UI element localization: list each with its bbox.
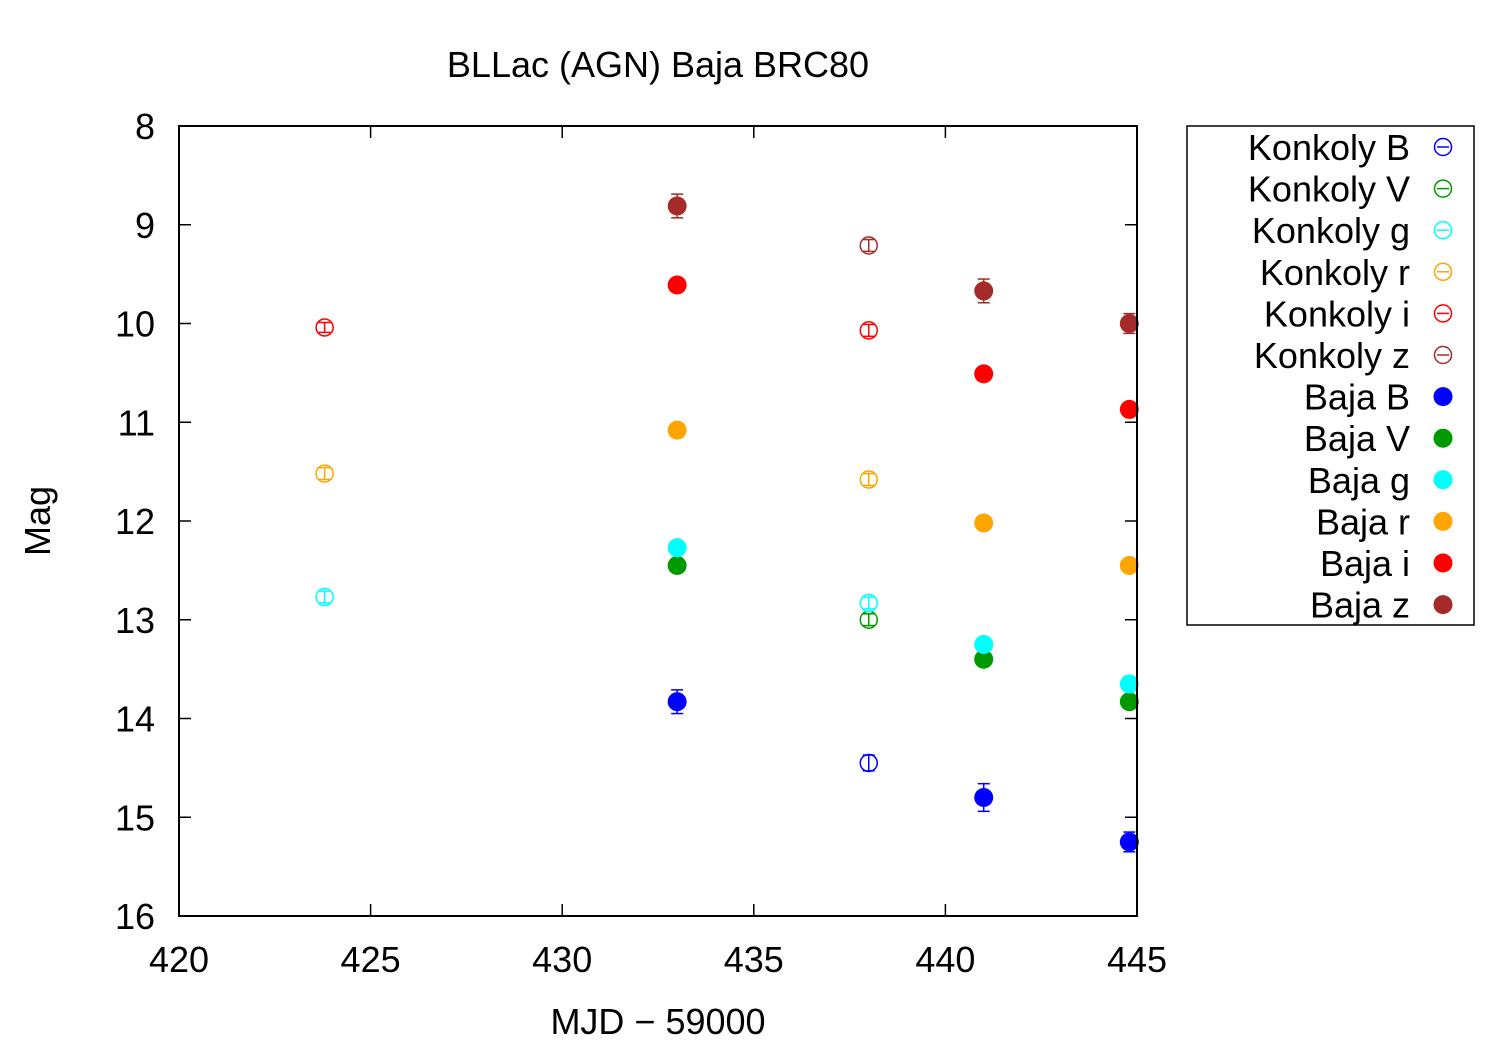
series-konkoly-b: [859, 753, 879, 773]
legend-marker: [1433, 387, 1453, 407]
data-point: [315, 464, 334, 483]
legend-marker: [1433, 304, 1453, 323]
legend-marker: [1433, 137, 1453, 157]
legend-marker: [1433, 345, 1453, 365]
y-tick-label: 8: [135, 106, 155, 147]
series-konkoly-v: [859, 610, 879, 629]
data-point: [974, 649, 994, 669]
y-tick-label: 12: [115, 501, 155, 542]
y-tick-label: 11: [118, 402, 155, 443]
data-point: [667, 420, 687, 440]
x-tick-label: 440: [915, 939, 975, 980]
series-konkoly-r: [315, 464, 879, 489]
data-point: [667, 275, 687, 295]
data-point: [667, 538, 687, 558]
y-tick-label: 15: [115, 797, 155, 838]
legend-label: Konkoly i: [1264, 293, 1410, 334]
legend-marker: [1433, 220, 1453, 240]
data-point: [1119, 692, 1139, 712]
series-baja-r: [667, 420, 1139, 575]
data-point: [859, 321, 879, 340]
legend-label: Baja V: [1304, 418, 1410, 459]
axis-ticks: 420 425 430 435 440 445 8 9 10 11 12 13 14 15 16: [115, 106, 1167, 980]
legend-marker: [1433, 179, 1453, 198]
series-konkoly-g: [315, 587, 879, 613]
legend-label: Baja r: [1316, 501, 1410, 542]
chart-title: BLLac (AGN) Baja BRC80: [447, 44, 869, 85]
data-point: [667, 196, 687, 216]
y-tick-label: 14: [115, 699, 155, 740]
plot-frame: [178, 125, 1138, 917]
data-point: [667, 692, 687, 712]
data-points: [315, 193, 1139, 853]
data-point: [667, 555, 687, 575]
series-baja-v: [667, 555, 1139, 712]
x-tick-label: 425: [341, 939, 401, 980]
y-axis-label: Mag: [17, 486, 58, 556]
legend-label: Konkoly r: [1260, 252, 1410, 293]
data-point: [1119, 399, 1139, 419]
legend-marker: [1433, 262, 1453, 282]
data-point: [859, 753, 879, 773]
legend-label: Konkoly g: [1252, 210, 1410, 251]
series-konkoly-i: [315, 318, 879, 340]
data-point: [859, 593, 879, 613]
legend-marker: [1433, 470, 1453, 490]
x-tick-label: 420: [149, 939, 209, 980]
y-tick-label: 13: [115, 600, 155, 641]
legend-marker: [1433, 428, 1453, 448]
legend-marker: [1433, 553, 1453, 573]
legend-label: Baja z: [1310, 585, 1410, 626]
legend-label: Baja B: [1304, 377, 1410, 418]
legend-label: Baja i: [1320, 543, 1410, 584]
data-point: [859, 470, 879, 489]
legend-marker: [1433, 595, 1453, 615]
y-tick-label: 9: [135, 205, 155, 246]
legend-label: Baja g: [1308, 460, 1410, 501]
legend-box: [1186, 125, 1475, 626]
series-konkoly-z: [859, 236, 879, 255]
data-point: [1119, 832, 1139, 852]
data-point: [974, 513, 994, 533]
y-tick-label: 10: [115, 304, 155, 345]
data-point: [315, 587, 334, 607]
x-tick-label: 430: [532, 939, 592, 980]
x-axis-label: MJD − 59000: [550, 1001, 765, 1042]
data-point: [315, 318, 334, 337]
data-point: [1119, 555, 1139, 575]
data-point: [974, 364, 994, 384]
data-point: [859, 236, 879, 255]
data-point: [974, 634, 994, 654]
series-baja-g: [667, 538, 1139, 694]
data-point: [974, 788, 994, 807]
legend-label: Konkoly z: [1254, 335, 1410, 376]
legend-label: Konkoly B: [1248, 127, 1410, 168]
series-baja-z: [667, 193, 1139, 335]
data-point: [1119, 314, 1139, 333]
data-point: [1119, 674, 1139, 694]
legend-label: Konkoly V: [1248, 169, 1410, 210]
x-tick-label: 435: [724, 939, 784, 980]
x-tick-label: 445: [1107, 939, 1167, 980]
y-tick-label: 16: [115, 896, 155, 937]
legend-marker: [1433, 511, 1453, 531]
series-baja-i: [667, 275, 1139, 419]
data-point: [974, 281, 994, 301]
series-baja-b: [667, 689, 1139, 853]
